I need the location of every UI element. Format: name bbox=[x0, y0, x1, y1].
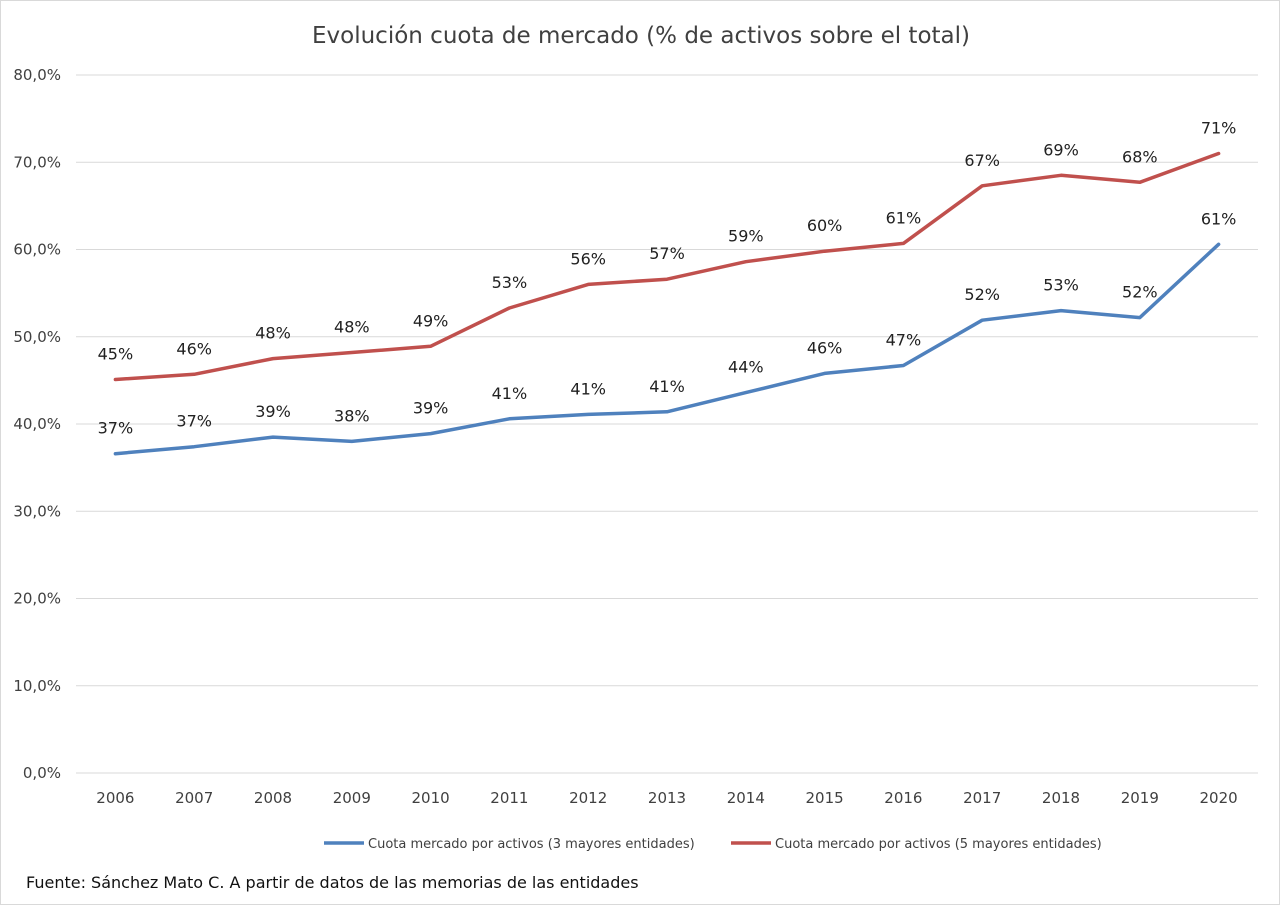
data-label: 41% bbox=[492, 384, 528, 403]
data-label: 49% bbox=[413, 311, 449, 330]
legend-label: Cuota mercado por activos (3 mayores ent… bbox=[368, 837, 695, 852]
data-label: 71% bbox=[1201, 119, 1237, 138]
y-tick-label: 70,0% bbox=[13, 153, 61, 171]
data-label: 61% bbox=[886, 208, 922, 227]
data-label: 45% bbox=[98, 345, 134, 364]
series-lines bbox=[113, 151, 1221, 456]
data-label: 67% bbox=[964, 151, 1000, 170]
x-tick-label: 2019 bbox=[1121, 789, 1159, 807]
data-label: 41% bbox=[649, 377, 685, 396]
x-tick-label: 2006 bbox=[96, 789, 134, 807]
x-tick-label: 2007 bbox=[175, 789, 213, 807]
y-tick-label: 30,0% bbox=[13, 502, 61, 520]
chart-title: Evolución cuota de mercado (% de activos… bbox=[312, 23, 970, 49]
y-tick-label: 10,0% bbox=[13, 677, 61, 695]
x-tick-label: 2012 bbox=[569, 789, 607, 807]
data-label: 48% bbox=[255, 324, 291, 343]
data-label: 59% bbox=[728, 227, 764, 246]
data-label: 37% bbox=[176, 412, 212, 431]
legend: Cuota mercado por activos (3 mayores ent… bbox=[324, 837, 1102, 852]
data-label: 46% bbox=[176, 339, 212, 358]
data-label: 61% bbox=[1201, 209, 1237, 228]
x-tick-label: 2014 bbox=[727, 789, 765, 807]
data-label: 52% bbox=[1122, 283, 1158, 302]
data-label: 47% bbox=[886, 331, 922, 350]
data-label: 53% bbox=[492, 273, 528, 292]
y-tick-label: 50,0% bbox=[13, 328, 61, 346]
grid-lines bbox=[76, 74, 1258, 774]
data-label: 69% bbox=[1043, 140, 1079, 159]
data-label: 38% bbox=[334, 406, 370, 425]
series-line-2 bbox=[113, 151, 1221, 382]
x-tick-label: 2008 bbox=[254, 789, 292, 807]
y-tick-label: 0,0% bbox=[23, 764, 61, 782]
data-label: 52% bbox=[964, 285, 1000, 304]
x-axis-ticks: 2006 2007 2008 2009 2010 2011 2012 2013 2014 2015… bbox=[96, 789, 1237, 807]
data-label: 53% bbox=[1043, 276, 1079, 295]
data-label: 48% bbox=[334, 317, 370, 336]
data-label: 39% bbox=[255, 402, 291, 421]
x-tick-label: 2018 bbox=[1042, 789, 1080, 807]
data-label: 46% bbox=[807, 338, 843, 357]
x-tick-label: 2015 bbox=[806, 789, 844, 807]
y-tick-label: 40,0% bbox=[13, 415, 61, 433]
x-tick-label: 2017 bbox=[963, 789, 1001, 807]
x-tick-label: 2016 bbox=[884, 789, 922, 807]
data-label: 60% bbox=[807, 216, 843, 235]
data-label: 56% bbox=[570, 249, 606, 268]
data-label: 68% bbox=[1122, 147, 1158, 166]
data-label: 37% bbox=[98, 419, 134, 438]
x-tick-label: 2010 bbox=[412, 789, 450, 807]
y-tick-label: 80,0% bbox=[13, 66, 61, 84]
data-label: 44% bbox=[728, 358, 764, 377]
source-note: Fuente: Sánchez Mato C. A partir de dato… bbox=[26, 873, 639, 892]
legend-label: Cuota mercado por activos (5 mayores ent… bbox=[775, 837, 1102, 852]
y-tick-label: 20,0% bbox=[13, 590, 61, 608]
data-label: 41% bbox=[570, 379, 606, 398]
x-tick-label: 2020 bbox=[1200, 789, 1238, 807]
y-tick-label: 60,0% bbox=[13, 241, 61, 259]
x-tick-label: 2013 bbox=[648, 789, 686, 807]
y-axis-ticks: 0,0% 10,0% 20,0% 30,0% 40,0% 50,0% 60,0% 70,0% 8… bbox=[13, 66, 61, 782]
data-labels: 37% 37% 39% 38% 39% 41% 41% 41% 44% 46% 47% 52% 53% 5… bbox=[98, 119, 1237, 438]
data-label: 57% bbox=[649, 244, 685, 263]
x-tick-label: 2009 bbox=[333, 789, 371, 807]
x-tick-label: 2011 bbox=[490, 789, 528, 807]
data-label: 39% bbox=[413, 399, 449, 418]
